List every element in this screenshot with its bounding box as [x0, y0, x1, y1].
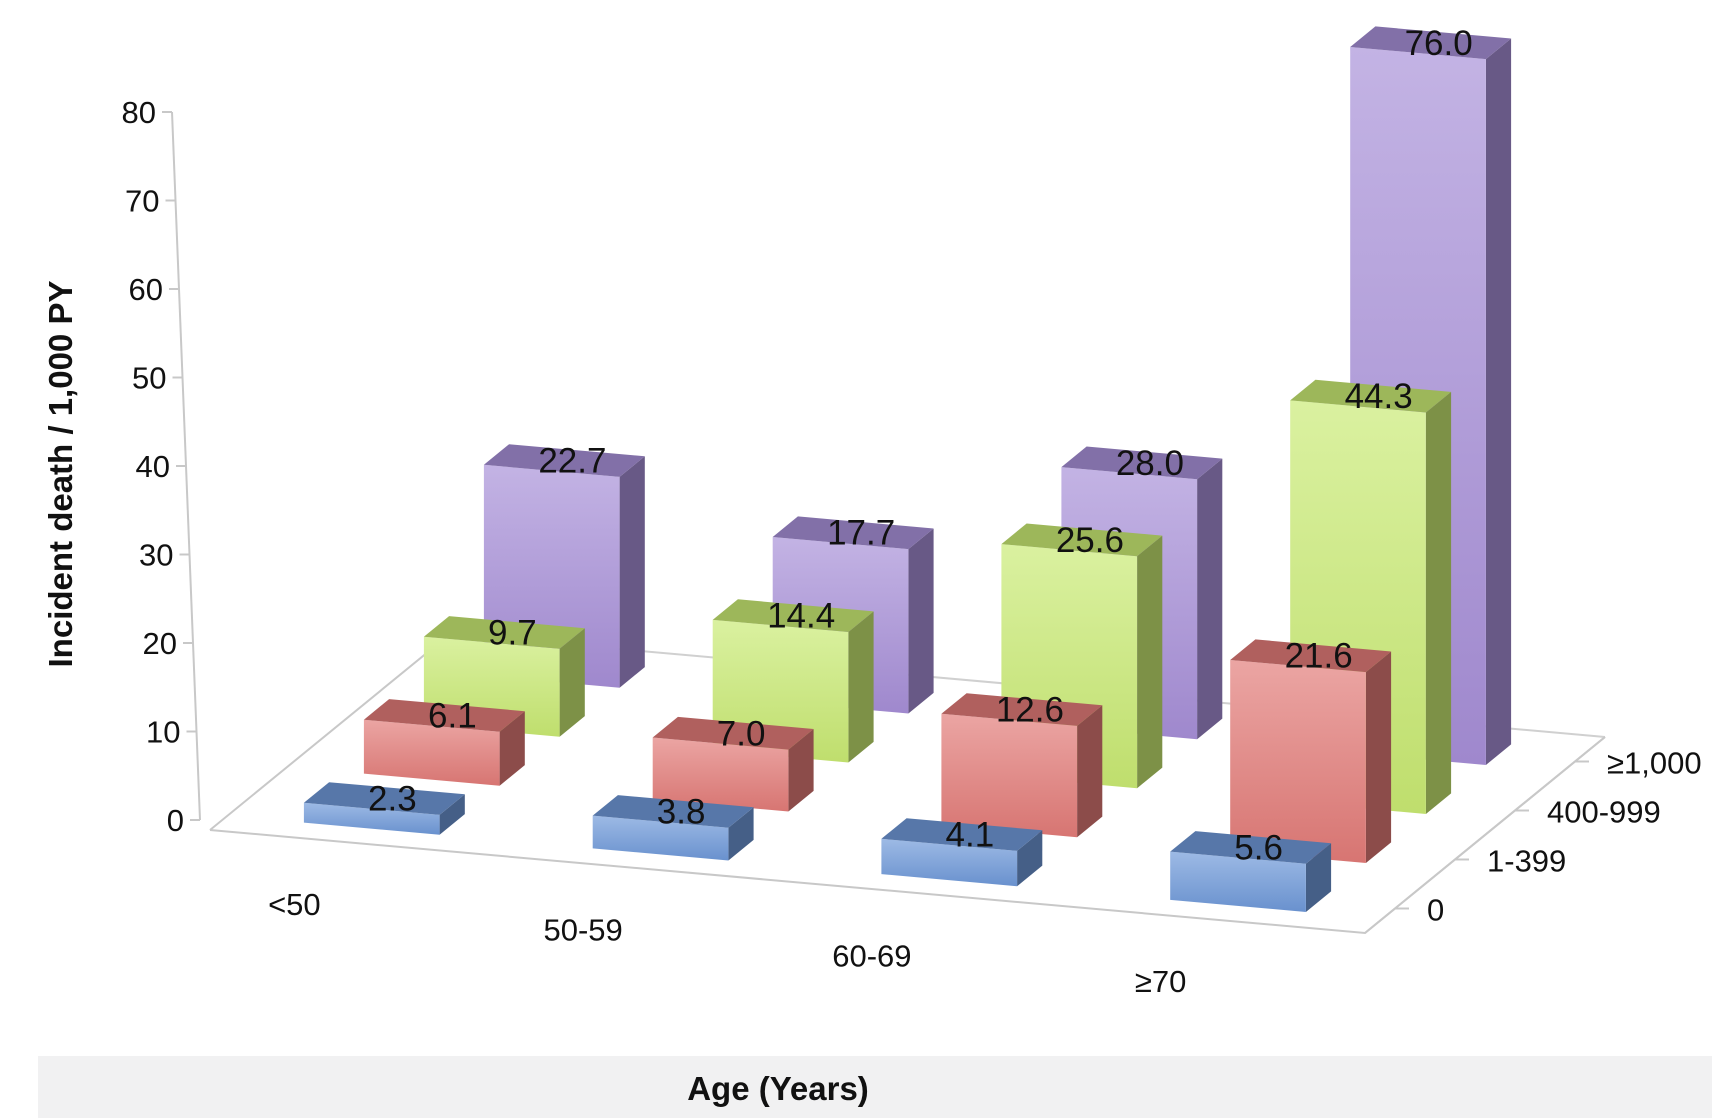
bar-front [1170, 851, 1306, 912]
bar-top [712, 599, 874, 632]
data-label: 5.6 [1234, 828, 1283, 867]
x-axis-title: Age (Years) [687, 1070, 869, 1107]
bar-top [941, 693, 1103, 726]
y-tick-label: 30 [139, 538, 173, 573]
data-label: 22.7 [538, 442, 606, 481]
bar-front [363, 719, 500, 786]
bar-top [1230, 639, 1392, 673]
y-tick-label: 70 [125, 184, 159, 219]
bar-top [1350, 26, 1512, 60]
y-tick-label: 80 [122, 95, 156, 130]
bar-top [592, 795, 754, 828]
bar-top [423, 616, 585, 649]
data-label: 25.6 [1056, 521, 1124, 560]
bar-side [499, 711, 525, 786]
bar-side [559, 628, 585, 737]
bar-0-50-59 [592, 795, 754, 861]
bar-side [848, 611, 874, 763]
data-label: 9.7 [488, 613, 537, 652]
bars [303, 26, 1512, 912]
bar-side [1425, 391, 1452, 814]
y-tick-label: 40 [136, 449, 170, 484]
bar-side [439, 794, 465, 835]
data-label: 12.6 [996, 691, 1064, 730]
x-category-label: <50 [268, 887, 321, 922]
y-tick-label: 60 [129, 272, 163, 307]
bar-side [728, 807, 754, 861]
data-label: 7.0 [717, 714, 766, 753]
data-label: 17.7 [827, 514, 895, 553]
data-label: 14.4 [767, 597, 835, 636]
bar-top [1001, 523, 1163, 557]
bar-1-399-≥70 [1230, 639, 1392, 863]
y-tick-label: 20 [143, 626, 177, 661]
bar-top [303, 782, 465, 815]
data-label: 6.1 [428, 696, 477, 735]
data-label: 3.8 [657, 792, 706, 831]
data-label: 28.0 [1116, 444, 1184, 483]
y-axis-ticks: 0 10 20 30 40 50 60 70 80 [122, 95, 200, 838]
bar-top [483, 444, 645, 477]
bar-1-399-60-69 [941, 693, 1103, 838]
depth-axis-categories: 0 1-399 400-999 ≥1,000 [1364, 736, 1702, 934]
bar-0-60-69 [881, 818, 1043, 887]
y-tick-label: 50 [132, 361, 166, 396]
x-category-label: 50-59 [543, 913, 622, 948]
data-label: 76.0 [1405, 24, 1473, 63]
depth-tick-label: 400-999 [1547, 795, 1661, 830]
depth-tick-label: 1-399 [1487, 844, 1566, 879]
bar-top [772, 516, 934, 550]
y-axis-title: Incident death / 1,000 PY [42, 281, 79, 668]
data-labels: 22.7 17.7 28.0 76.0 9.7 14.4 25.6 44.3 6.1 7.0 12.… [368, 24, 1473, 868]
bar-side [1017, 830, 1043, 887]
x-category-label: ≥70 [1135, 964, 1187, 999]
bar-front [303, 802, 440, 835]
bar-front [881, 838, 1018, 887]
data-label: 4.1 [946, 816, 995, 855]
bar-1-399-50-59 [652, 716, 814, 812]
bar-top [881, 818, 1043, 851]
bar-top [1061, 446, 1223, 480]
bar-top [363, 699, 525, 732]
bar-side [619, 456, 645, 688]
bar-1-399-<50 [363, 699, 525, 786]
x-axis-categories: <50 50-59 60-69 ≥70 [268, 887, 1186, 999]
bottom-band [38, 1056, 1712, 1118]
floor-side-edge [209, 633, 451, 831]
bar-front [941, 713, 1078, 838]
bar-front [652, 737, 789, 812]
data-label: 21.6 [1285, 637, 1353, 676]
depth-axis-line [1364, 736, 1606, 934]
bar-top [1170, 831, 1332, 864]
bar-side [1197, 458, 1223, 740]
bar-side [1365, 651, 1392, 863]
bar-0-≥70 [1170, 831, 1332, 912]
x-category-label: 60-69 [832, 938, 911, 973]
bar-side [788, 729, 814, 812]
y-tick-label: 10 [146, 715, 180, 750]
bar-top [652, 716, 814, 750]
y-tick-label: 0 [167, 803, 184, 838]
bar-side [908, 528, 934, 714]
data-label: 2.3 [368, 780, 417, 819]
bar-side [1305, 843, 1332, 912]
depth-tick-label: ≥1,000 [1607, 746, 1702, 781]
bar-side [1485, 38, 1512, 765]
bar-front [592, 815, 729, 861]
depth-tick-label: 0 [1427, 893, 1444, 928]
bar-0-<50 [303, 782, 465, 835]
bar-side [1137, 535, 1163, 789]
bar-front [1230, 660, 1366, 863]
bar-top [1290, 379, 1452, 413]
data-label: 44.3 [1345, 377, 1413, 416]
bar-side [1077, 705, 1103, 838]
